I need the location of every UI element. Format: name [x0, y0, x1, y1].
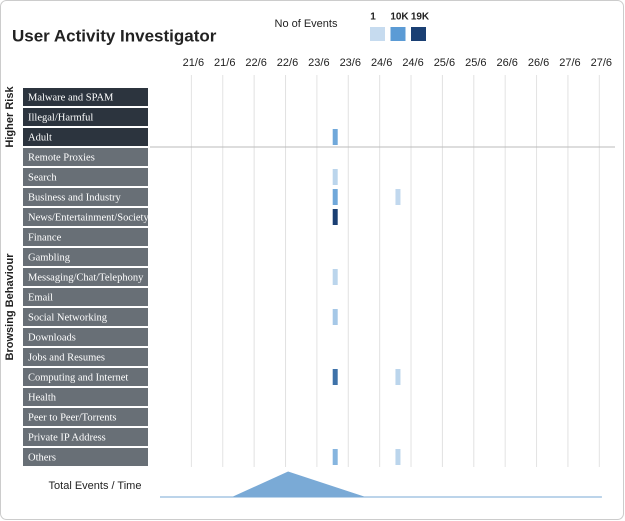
x-tick-label: 23/6: [308, 57, 329, 69]
cell: [332, 269, 338, 285]
x-tick-label: 27/6: [559, 57, 580, 69]
row-label: Adult: [28, 132, 52, 143]
row-label: Illegal/Harmful: [28, 112, 93, 123]
row-label-box: [23, 308, 148, 326]
row-label: Social Networking: [28, 312, 108, 323]
group-label: Higher Risk: [4, 86, 16, 148]
legend-title: No of Events: [275, 18, 338, 30]
row-label: Downloads: [28, 332, 76, 343]
row-label-box: [23, 108, 148, 126]
row-label: Messaging/Chat/Telephony: [28, 272, 144, 283]
row-label: Computing and Internet: [28, 372, 128, 383]
x-tick-label: 22/6: [245, 57, 266, 69]
x-tick-label: 21/6: [214, 57, 235, 69]
row-label-box: [23, 168, 148, 186]
row-label: Gambling: [28, 252, 71, 263]
x-tick-label: 25/6: [465, 57, 486, 69]
legend-label: 1: [370, 12, 376, 23]
legend-swatch: [411, 27, 426, 41]
row-label-box: [23, 368, 148, 386]
cell: [395, 449, 401, 465]
x-tick-label: 24/6: [371, 57, 392, 69]
legend-swatch: [390, 27, 406, 41]
row-label: Jobs and Resumes: [28, 352, 105, 363]
x-tick-label: 25/6: [434, 57, 455, 69]
cell: [332, 129, 338, 145]
row-label-box: [23, 188, 148, 206]
legend-swatch: [370, 27, 385, 41]
row-label: Others: [28, 452, 56, 463]
row-label: Remote Proxies: [28, 152, 95, 163]
row-label: Business and Industry: [28, 192, 121, 203]
row-label-box: [23, 388, 148, 406]
row-label-box: [23, 228, 148, 246]
row-label-box: [23, 268, 148, 286]
row-label-box: [23, 208, 148, 226]
row-label: Malware and SPAM: [28, 92, 114, 103]
row-label-box: [23, 248, 148, 266]
row-label: Email: [28, 292, 53, 303]
row-label-box: [23, 348, 148, 366]
x-tick-label: 23/6: [340, 57, 361, 69]
total-area: [160, 471, 602, 498]
legend-label: 10K: [390, 12, 409, 23]
row-label-box: [23, 148, 148, 166]
cell: [332, 369, 338, 385]
cell: [332, 189, 338, 205]
row-label-box: [23, 88, 148, 106]
row-label-box: [23, 328, 148, 346]
group-label: Browsing Behaviour: [4, 253, 16, 361]
x-tick-label: 26/6: [528, 57, 549, 69]
legend-label: 19K: [411, 12, 430, 23]
row-label-box: [23, 288, 148, 306]
row-label: Private IP Address: [28, 432, 106, 443]
cell: [332, 169, 338, 185]
title: User Activity Investigator: [12, 26, 217, 45]
row-label-box: [23, 408, 148, 426]
row-label-box: [23, 128, 148, 146]
row-label: Finance: [28, 232, 62, 243]
cell: [332, 209, 338, 225]
x-tick-label: 22/6: [277, 57, 298, 69]
row-label: Peer to Peer/Torrents: [28, 412, 117, 423]
row-label-box: [23, 428, 148, 446]
x-tick-label: 24/6: [402, 57, 423, 69]
cell: [395, 189, 401, 205]
x-tick-label: 26/6: [496, 57, 517, 69]
total-title: Total Events / Time: [49, 480, 142, 492]
row-label: Search: [28, 172, 57, 183]
cell: [332, 309, 338, 325]
row-label: News/Entertainment/Society: [28, 212, 149, 223]
x-tick-label: 21/6: [183, 57, 204, 69]
x-tick-label: 27/6: [591, 57, 612, 69]
cell: [332, 449, 338, 465]
row-label: Health: [28, 392, 57, 403]
row-label-box: [23, 448, 148, 466]
cell: [395, 369, 401, 385]
